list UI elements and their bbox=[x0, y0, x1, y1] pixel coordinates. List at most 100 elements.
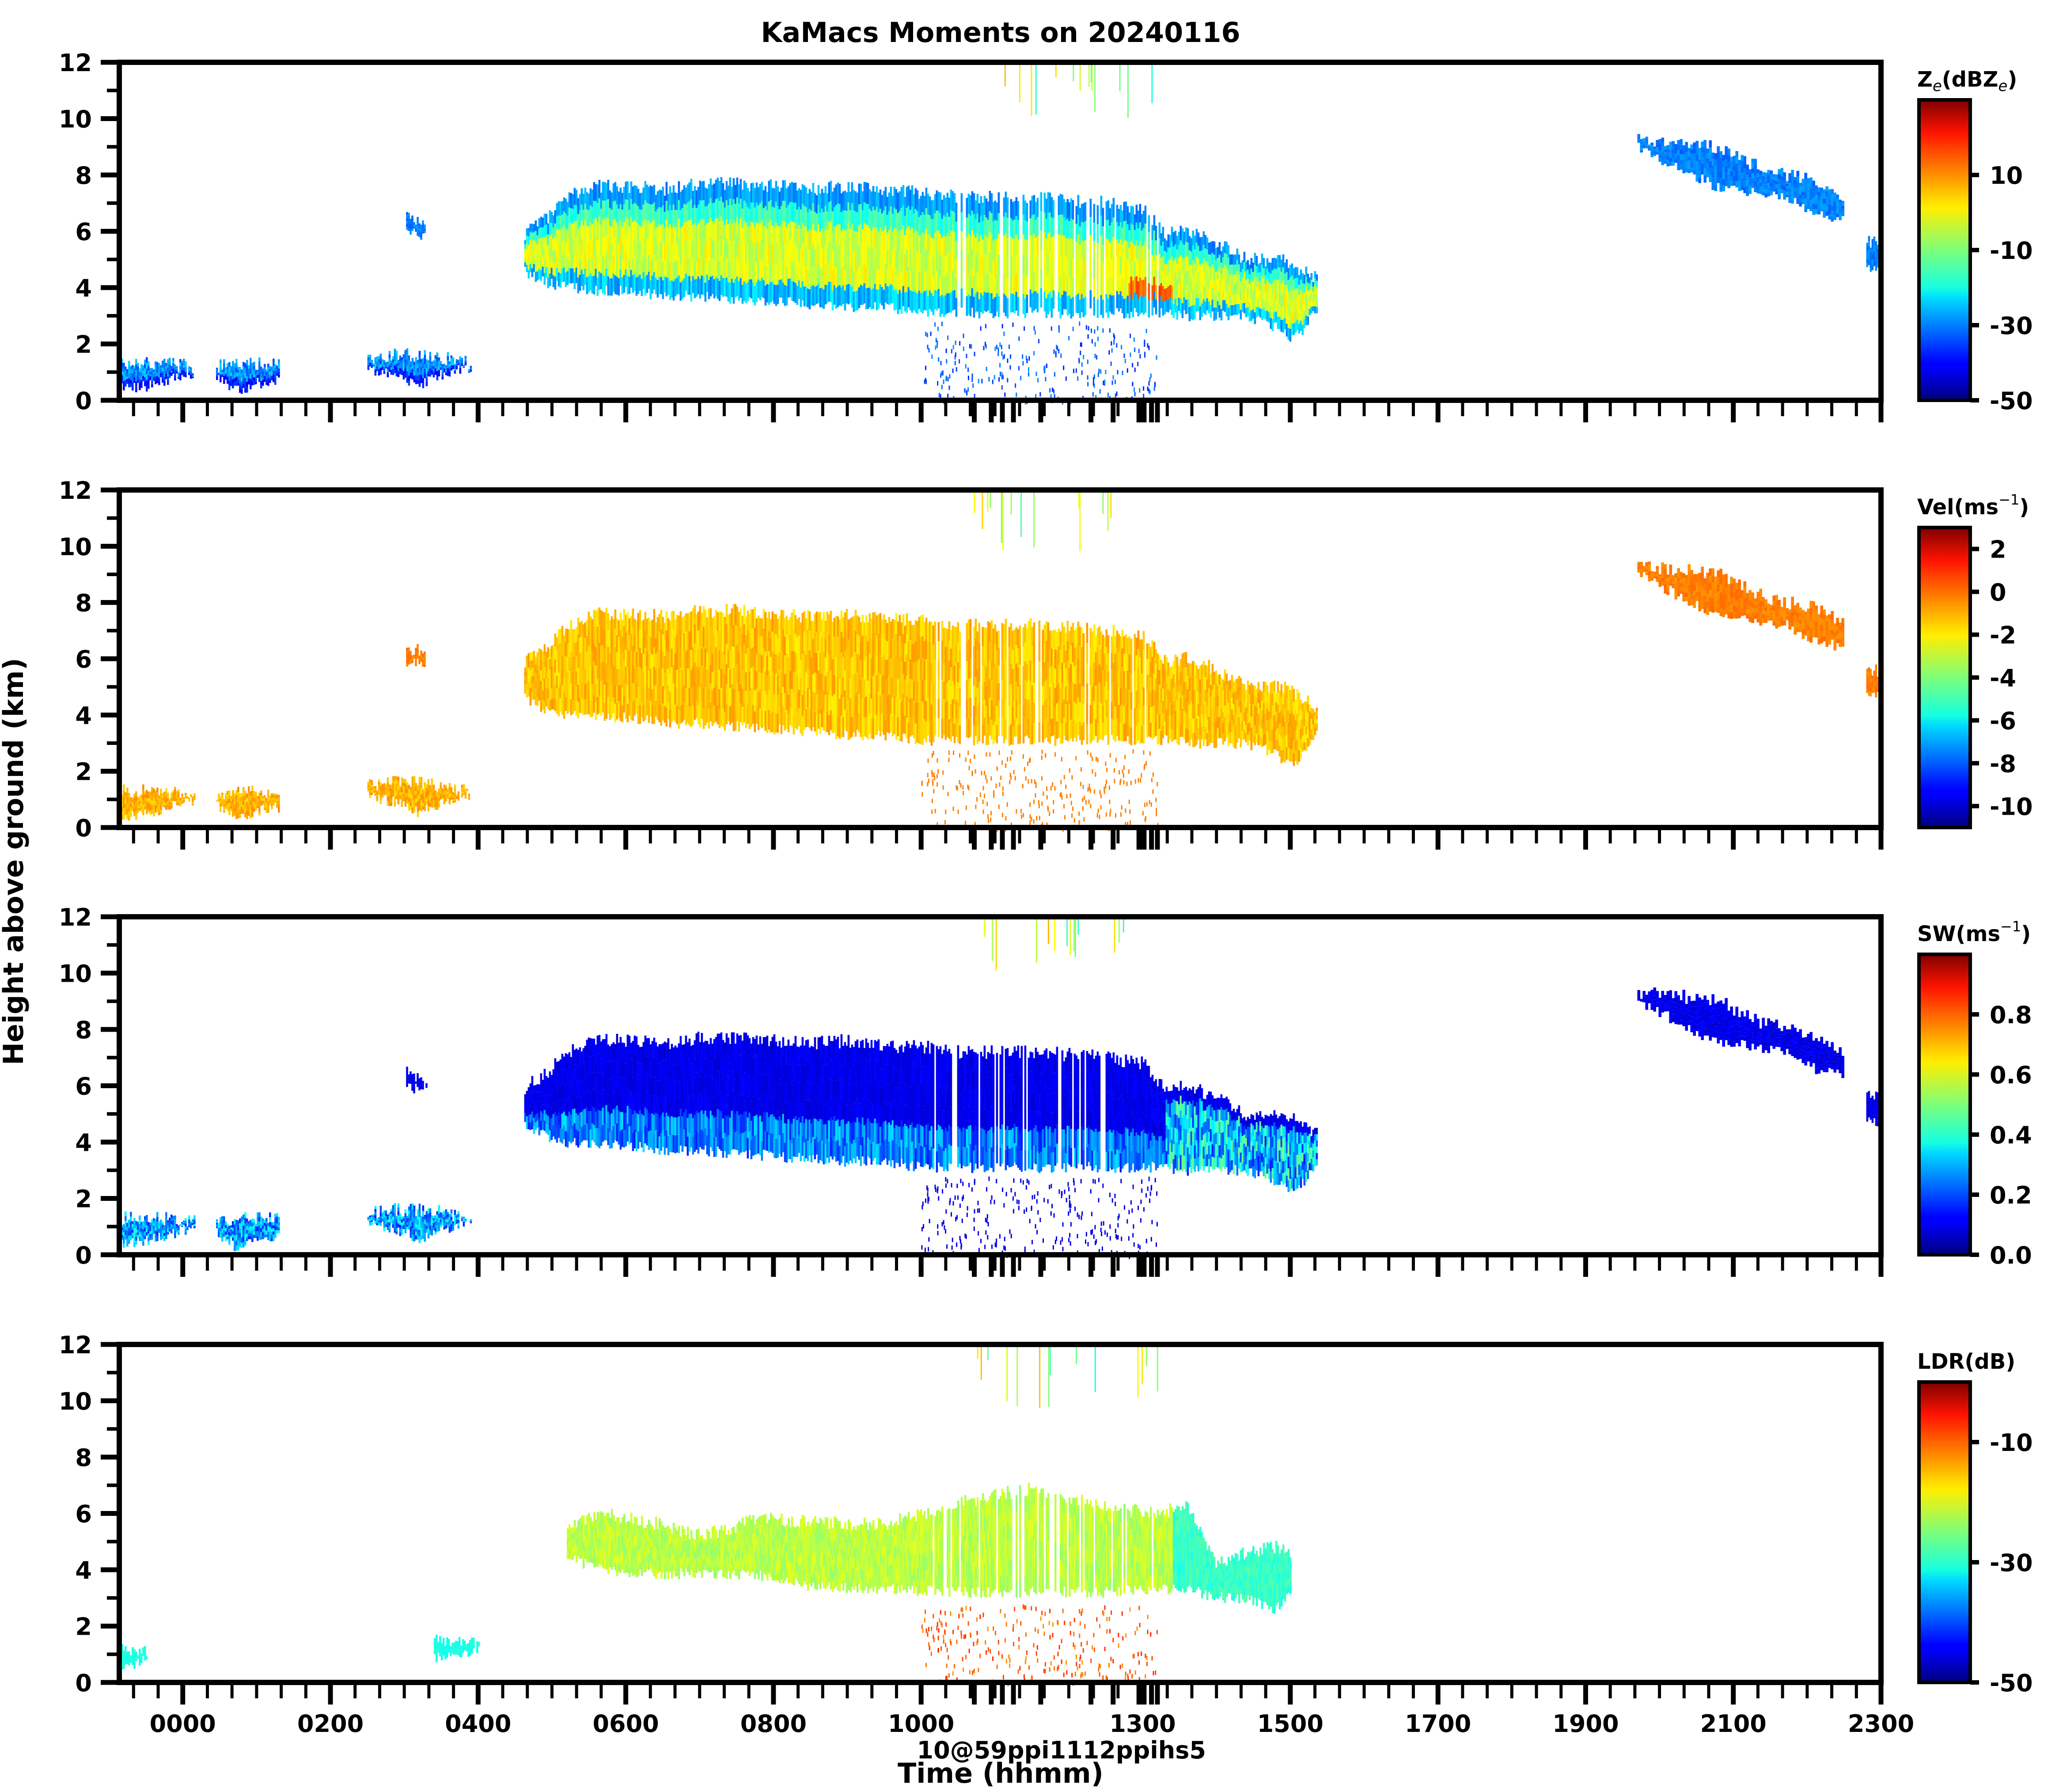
data-column-ze bbox=[420, 367, 423, 371]
data-column-ze bbox=[1301, 293, 1304, 304]
data-column-ze bbox=[690, 178, 693, 199]
data-column-ze bbox=[1733, 181, 1736, 186]
data-column-vel bbox=[536, 652, 539, 661]
data-column-ze bbox=[174, 370, 176, 373]
data-column-vel bbox=[667, 685, 670, 702]
data-column-ze bbox=[418, 232, 421, 235]
data-column-ze bbox=[1658, 139, 1661, 143]
data-column-ze bbox=[607, 237, 610, 257]
data-column-ze bbox=[987, 292, 990, 311]
data-column-ze bbox=[376, 357, 379, 359]
data-column-ze bbox=[900, 208, 903, 229]
data-column-ze bbox=[185, 364, 187, 367]
data-column-ze bbox=[803, 205, 806, 226]
data-column-ze bbox=[623, 239, 626, 258]
data-column-vel bbox=[598, 660, 601, 678]
data-column-ze bbox=[167, 376, 169, 381]
data-column-ze bbox=[989, 232, 991, 252]
data-column-ze bbox=[244, 378, 246, 383]
data-column-vel bbox=[628, 683, 631, 699]
data-column-ze bbox=[153, 373, 155, 376]
data-column-ze bbox=[1167, 234, 1170, 247]
data-column-ze bbox=[667, 244, 670, 261]
data-column-ze bbox=[1284, 273, 1286, 285]
data-column-ze bbox=[1130, 294, 1133, 312]
data-column-ze bbox=[982, 295, 984, 314]
data-column-ze bbox=[461, 363, 463, 365]
data-column-ze bbox=[840, 268, 843, 288]
data-column-ze bbox=[148, 361, 150, 366]
data-column-ze bbox=[121, 379, 123, 383]
data-column-ze bbox=[427, 368, 430, 371]
data-column-vel bbox=[683, 702, 686, 720]
data-column-ze bbox=[1058, 234, 1060, 254]
data-column-ze bbox=[565, 272, 567, 287]
data-column-ze bbox=[600, 241, 603, 257]
data-column-ze bbox=[1036, 236, 1039, 255]
data-column-ze bbox=[552, 215, 555, 228]
data-column-ze bbox=[906, 292, 908, 313]
colorbar-tick-label: -50 bbox=[1990, 387, 2033, 415]
data-column-vel bbox=[676, 669, 679, 688]
data-column-ze bbox=[1695, 175, 1699, 182]
data-column-ze bbox=[1197, 232, 1200, 246]
data-column-ze bbox=[470, 371, 472, 372]
data-column-ze bbox=[1231, 285, 1233, 295]
data-column-ze bbox=[1068, 295, 1071, 314]
data-column-ze bbox=[1682, 159, 1685, 164]
data-column-ze bbox=[997, 296, 1000, 317]
data-column-ze bbox=[269, 374, 271, 377]
noise-mark-ze bbox=[1153, 386, 1155, 391]
data-column-ze bbox=[678, 275, 680, 294]
data-column-ze bbox=[531, 232, 534, 242]
data-column-vel bbox=[685, 632, 687, 651]
data-column-ze bbox=[447, 364, 449, 368]
data-column-ze bbox=[135, 381, 137, 387]
data-column-ze bbox=[1642, 138, 1646, 140]
data-column-ze bbox=[764, 226, 767, 246]
data-column-ze bbox=[1128, 283, 1131, 301]
data-column-ze bbox=[902, 225, 905, 246]
data-column-ze bbox=[589, 188, 592, 205]
data-column-ze bbox=[641, 227, 643, 245]
data-column-ze bbox=[230, 383, 232, 386]
data-column-ze bbox=[798, 262, 800, 281]
data-column-ze bbox=[1817, 201, 1820, 206]
data-column-ze bbox=[404, 368, 407, 373]
data-column-ze bbox=[144, 377, 146, 382]
data-column-ze bbox=[1701, 147, 1704, 153]
data-column-ze bbox=[264, 373, 266, 376]
data-column-vel bbox=[609, 620, 611, 637]
data-column-ze bbox=[1709, 161, 1712, 168]
noise-mark-ze bbox=[1001, 372, 1003, 377]
data-column-ze bbox=[169, 357, 171, 361]
data-column-ze bbox=[262, 383, 264, 386]
data-column-ze bbox=[1243, 272, 1246, 283]
data-column-ze bbox=[1155, 225, 1157, 241]
data-column-ze bbox=[826, 266, 829, 285]
data-column-ze bbox=[976, 233, 979, 253]
data-column-ze bbox=[436, 371, 439, 376]
data-column-vel bbox=[526, 690, 528, 698]
data-column-ze bbox=[849, 228, 852, 247]
data-column-ze bbox=[463, 367, 465, 368]
data-column-vel bbox=[679, 611, 682, 630]
noise-mark-ze bbox=[1058, 328, 1060, 333]
noise-mark-ze bbox=[1114, 335, 1115, 340]
data-column-ze bbox=[251, 363, 254, 367]
data-column-ze bbox=[591, 241, 594, 259]
data-column-vel bbox=[658, 686, 661, 704]
data-column-ze bbox=[1245, 280, 1248, 290]
data-column-vel bbox=[635, 667, 638, 683]
data-column-vel bbox=[660, 629, 663, 649]
data-column-ze bbox=[408, 376, 410, 381]
data-column-ze bbox=[619, 220, 622, 237]
data-column-ze bbox=[840, 231, 843, 250]
data-column-ze bbox=[639, 242, 641, 258]
data-column-vel bbox=[526, 683, 528, 691]
data-column-ze bbox=[411, 358, 414, 362]
data-column-ze bbox=[1730, 162, 1733, 167]
data-column-vel bbox=[637, 668, 640, 687]
data-column-ze bbox=[936, 290, 938, 311]
data-column-ze bbox=[718, 181, 721, 201]
